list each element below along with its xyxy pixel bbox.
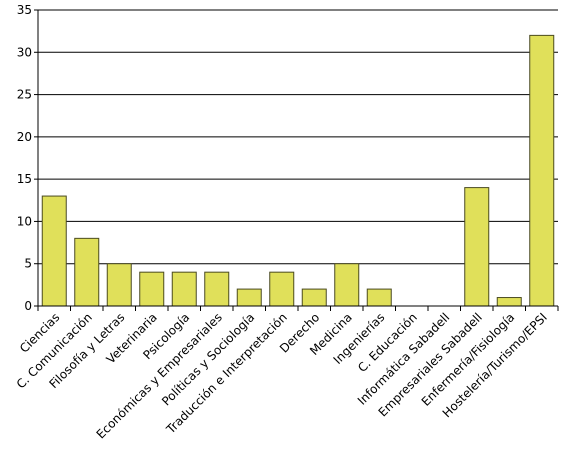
bars xyxy=(41,34,555,307)
y-tick-label-10: 10 xyxy=(17,214,32,228)
bar-4 xyxy=(171,271,197,307)
bar-5 xyxy=(204,271,230,307)
bar-6 xyxy=(236,288,262,307)
y-tick-label-30: 30 xyxy=(17,45,32,59)
y-tick-label-25: 25 xyxy=(17,88,32,102)
bar-1 xyxy=(74,237,100,307)
y-tick-label-20: 20 xyxy=(17,130,32,144)
bar-15 xyxy=(529,34,555,307)
y-tick-label-5: 5 xyxy=(24,257,32,271)
y-tick-label-0: 0 xyxy=(24,299,32,313)
y-tick-label-35: 35 xyxy=(17,3,32,17)
bar-2 xyxy=(106,263,132,307)
y-tick-label-15: 15 xyxy=(17,172,32,186)
bar-14 xyxy=(496,297,522,307)
bar-13 xyxy=(464,187,490,307)
axes xyxy=(34,9,559,311)
bar-3 xyxy=(139,271,165,307)
y-tick-labels: 0 5 10 15 20 25 30 35 xyxy=(17,3,32,313)
bar-8 xyxy=(301,288,327,307)
bar-10 xyxy=(366,288,392,307)
bar-0 xyxy=(41,195,67,307)
gridlines xyxy=(38,9,558,265)
bar-9 xyxy=(334,263,360,307)
bar-7 xyxy=(269,271,295,307)
